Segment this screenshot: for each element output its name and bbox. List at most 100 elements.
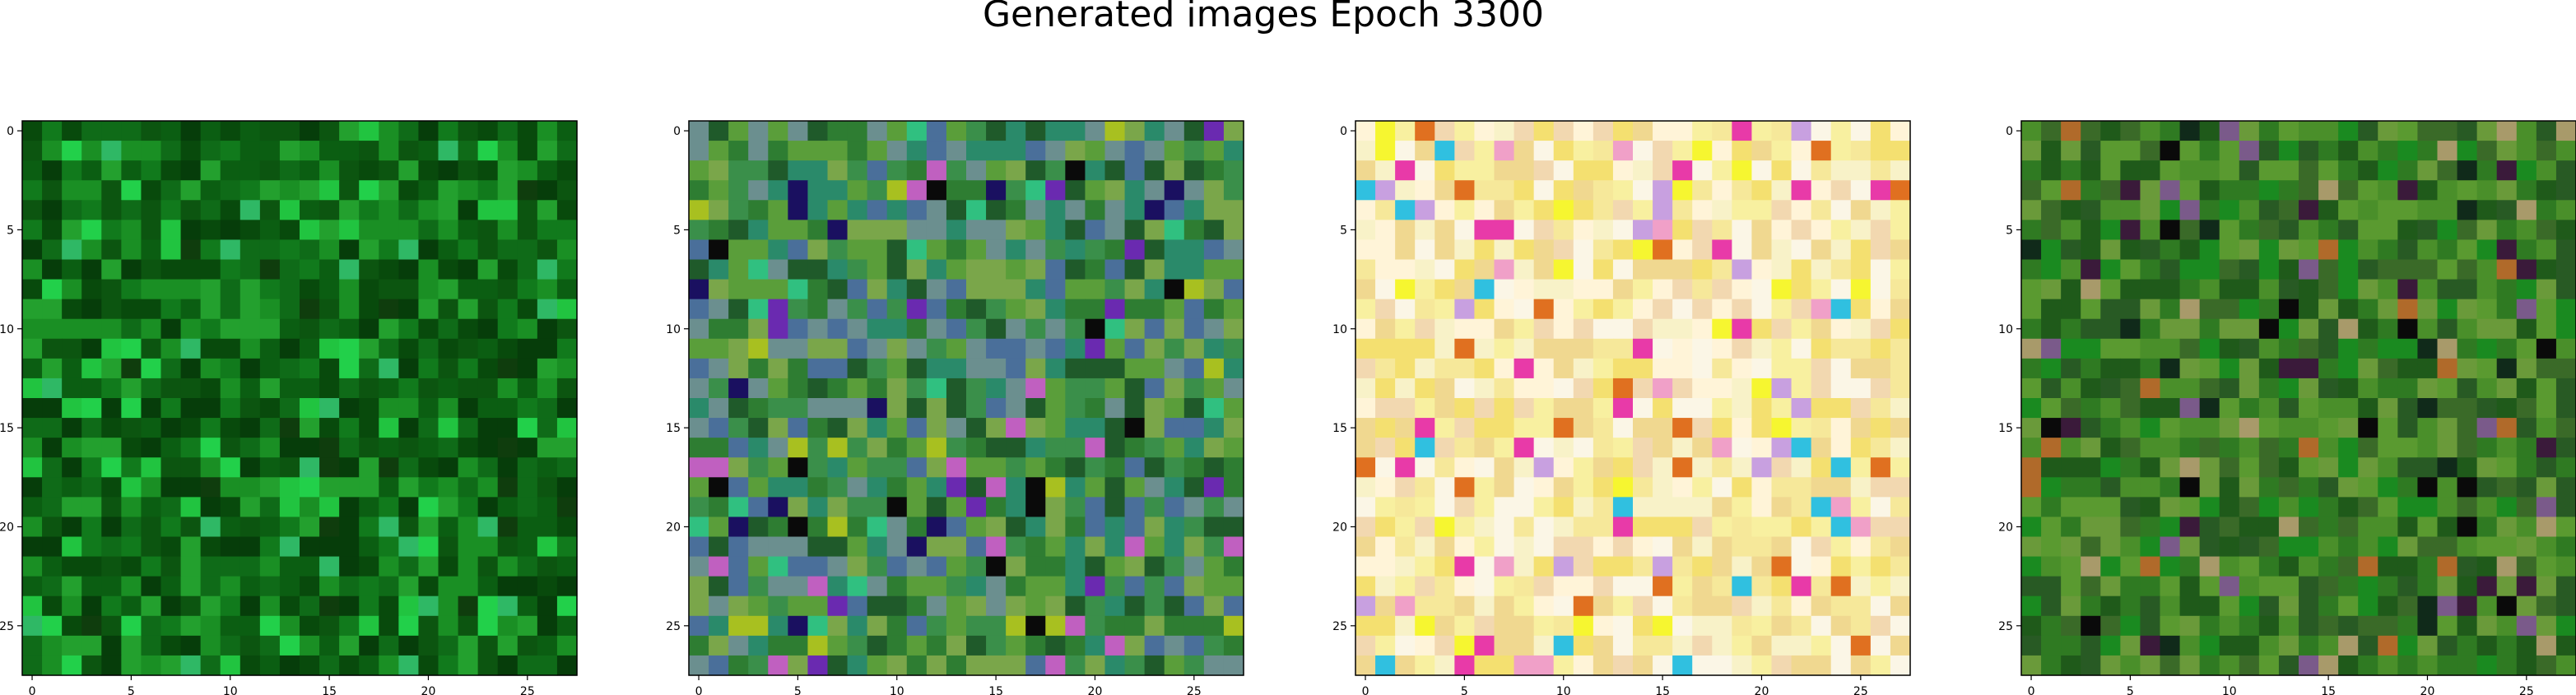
pixel-cell — [1415, 180, 1435, 201]
pixel-cell — [379, 438, 399, 458]
pixel-cell — [1355, 160, 1376, 181]
pixel-cell — [1434, 576, 1455, 597]
pixel-cell — [1653, 438, 1673, 458]
pixel-cell — [748, 576, 769, 597]
pixel-cell — [1870, 477, 1891, 498]
pixel-cell — [1633, 378, 1653, 399]
pixel-cell — [1533, 438, 1555, 458]
pixel-cell — [886, 536, 908, 558]
pixel-cell — [2358, 418, 2378, 438]
pixel-cell — [220, 517, 241, 538]
pixel-cell — [2417, 556, 2439, 577]
pixel-cell — [1533, 338, 1555, 359]
pixel-cell — [1144, 299, 1165, 320]
pixel-cell — [966, 220, 987, 241]
pixel-cell — [1223, 160, 1244, 181]
pixel-cell — [2516, 595, 2537, 617]
pixel-cell — [239, 576, 261, 597]
pixel-cell — [906, 418, 928, 438]
pixel-cell — [2299, 200, 2319, 220]
pixel-cell — [141, 378, 162, 399]
pixel-cell — [748, 378, 769, 399]
pixel-cell — [2160, 457, 2181, 478]
pixel-cell — [239, 338, 261, 359]
pixel-cell — [2536, 438, 2557, 458]
pixel-cell — [1494, 299, 1515, 320]
pixel-cell — [788, 200, 809, 220]
pixel-cell — [1593, 200, 1614, 220]
pixel-cell — [180, 239, 202, 261]
pixel-cell — [22, 318, 43, 340]
pixel-cell — [2278, 457, 2299, 478]
pixel-cell — [2318, 220, 2339, 241]
pixel-cell — [1692, 279, 1713, 300]
pixel-cell — [81, 576, 102, 597]
pixel-cell — [1395, 358, 1416, 379]
pixel-cell — [1811, 635, 1832, 656]
pixel-cell — [788, 121, 809, 141]
pixel-cell — [1415, 536, 1435, 558]
pixel-cell — [2476, 378, 2498, 399]
pixel-cell — [398, 635, 420, 656]
pixel-cell — [966, 576, 987, 597]
pixel-cell — [1573, 279, 1594, 300]
pixel-cell — [1573, 318, 1594, 340]
pixel-cell — [1771, 299, 1793, 320]
pixel-cell — [1514, 180, 1535, 201]
pixel-cell — [689, 180, 709, 201]
pixel-cell — [2299, 180, 2319, 201]
pixel-cell — [966, 239, 987, 261]
pixel-cell — [2140, 556, 2161, 577]
x-tick-label: 10 — [223, 685, 238, 695]
pixel-cell — [807, 595, 829, 617]
pixel-cell — [1553, 595, 1574, 617]
pixel-cell — [2536, 556, 2557, 577]
pixel-cell — [946, 239, 967, 261]
pixel-cell — [1751, 200, 1773, 220]
pixel-cell — [1771, 378, 1793, 399]
pixel-cell — [2496, 438, 2518, 458]
pixel-cell — [2417, 338, 2439, 359]
pixel-cell — [2338, 160, 2359, 181]
pixel-cell — [2081, 239, 2101, 261]
pixel-cell — [2476, 576, 2498, 597]
pixel-cell — [1514, 318, 1535, 340]
pixel-cell — [2378, 418, 2398, 438]
pixel-cell — [200, 556, 221, 577]
pixel-cell — [1395, 615, 1416, 637]
pixel-cell — [1183, 259, 1205, 280]
pixel-cell — [2258, 239, 2280, 261]
pixel-cell — [886, 338, 908, 359]
pixel-cell — [2140, 160, 2161, 181]
pixel-cell — [2258, 200, 2280, 220]
pixel-cell — [101, 556, 122, 577]
pixel-cell — [2140, 615, 2161, 637]
pixel-cell — [1375, 635, 1396, 656]
pixel-cell — [946, 655, 967, 676]
pixel-cell — [2100, 239, 2121, 261]
pixel-cell — [1653, 477, 1673, 498]
pixel-cell — [220, 556, 241, 577]
pixel-cell — [689, 121, 709, 141]
pixel-cell — [2041, 338, 2062, 359]
pixel-cell — [1104, 556, 1126, 577]
pixel-cell — [1533, 497, 1555, 518]
pixel-cell — [22, 635, 43, 656]
pixel-cell — [2041, 239, 2062, 261]
pixel-cell — [379, 635, 399, 656]
pixel-cell — [748, 497, 769, 518]
pixel-cell — [1593, 595, 1614, 617]
pixel-cell — [180, 220, 202, 241]
pixel-cell — [1870, 517, 1891, 538]
pixel-cell — [1494, 220, 1515, 241]
pixel-cell — [517, 576, 538, 597]
pixel-cell — [1203, 160, 1225, 181]
pixel-cell — [1870, 200, 1891, 220]
pixel-cell — [418, 536, 439, 558]
pixel-cell — [200, 615, 221, 637]
pixel-cell — [2179, 517, 2201, 538]
pixel-cell — [1474, 576, 1495, 597]
pixel-cell — [259, 615, 281, 637]
pixel-cell — [1124, 536, 1146, 558]
